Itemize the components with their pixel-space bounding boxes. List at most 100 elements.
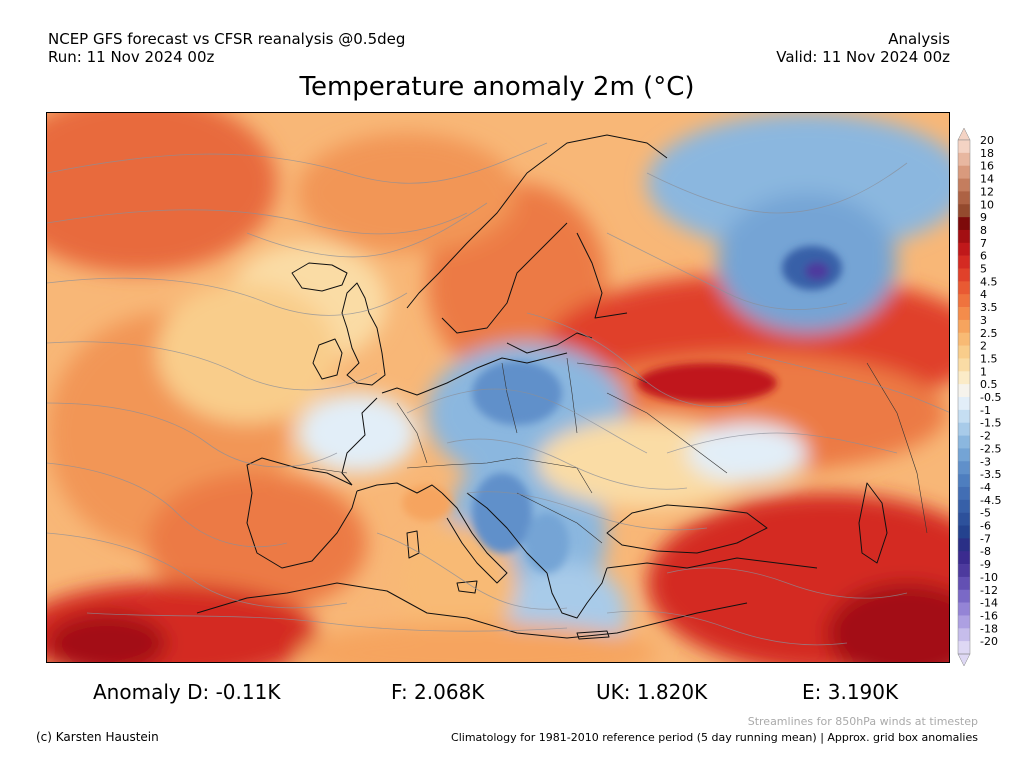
field-cold-poland [472,361,562,425]
streamline [646,162,908,214]
coast-iberia [246,457,358,569]
field-warm-east [827,583,949,662]
scale-label: 2.5 [980,327,998,340]
field-cold-arctic-min [805,262,829,280]
streamline [47,142,548,184]
border-alps [406,457,518,469]
coast-black-sea [606,504,768,554]
scale-swatch [958,615,970,629]
coast-uk [341,282,386,386]
scale-swatch [958,589,970,603]
scale-swatch [958,538,970,552]
border-by [576,362,648,384]
scale-swatch [958,371,970,385]
streamline [606,232,848,310]
scale-swatch [958,255,970,269]
streamline [466,491,708,531]
streamline-note: Streamlines for 850hPa winds at timestep [747,715,978,728]
scale-frame [957,139,971,655]
scale-label: 7 [980,237,987,250]
model-info: NCEP GFS forecast vs CFSR reanalysis @0.… [48,30,406,48]
scale-label: 0.5 [980,378,998,391]
field-cold-croatia [472,473,532,553]
coast-norway [406,134,668,309]
scale-swatch [958,281,970,295]
field-warm-africa-sw [47,613,167,662]
scale-label: -8 [980,545,991,558]
scale-swatch [958,576,970,591]
streamline [606,610,848,646]
border-hu [516,457,593,494]
coast-italy [441,492,508,584]
scale-label: -4.5 [980,494,1001,507]
coast-finland [576,232,628,319]
scale-arrow-bottom [957,653,971,667]
coast-adriatic [466,492,548,574]
streamline [47,462,288,548]
scale-label: -3.5 [980,468,1001,481]
streamline [246,202,488,258]
anomaly-uk-stat: UK: 1.820K [596,680,708,704]
scale-swatch [958,461,970,475]
scale-swatch [958,448,970,462]
scale-swatch [958,191,970,205]
scale-label: -16 [980,609,998,622]
border-pl-east [566,357,578,434]
run-time: Run: 11 Nov 2024 00z [48,48,215,66]
scale-label: -2.5 [980,442,1001,455]
streamline [86,612,568,632]
streamline [746,352,949,413]
scale-label: -2 [980,430,991,443]
scale-label: 3.5 [980,301,998,314]
scale-label: -0.5 [980,391,1001,404]
scale-label: -1 [980,404,991,417]
coast-france [341,397,378,486]
coast-iceland [291,262,348,292]
border-balkan [516,492,603,544]
credit: (c) Karsten Haustein [36,730,159,744]
border-east [866,362,928,534]
scale-swatch [958,474,970,488]
scale-label: 4.5 [980,275,998,288]
scale-label: -9 [980,558,991,571]
scale-swatch [958,319,970,334]
scale-swatch [958,409,970,423]
coast-sicily [456,580,478,594]
scale-swatch [958,268,970,282]
field-pale-blacksea [687,423,807,483]
border-ua-ru [606,392,728,474]
scale-label: 16 [980,160,994,173]
anomaly-f-stat: F: 2.068K [391,680,485,704]
color-scale: 20 18 16 14 12 10 9 8 7 6 5 4.5 4 3.5 3 2.5 2 1.5 1 0.5 -0.5… [957,127,1001,667]
streamline [446,438,688,490]
scale-label: 18 [980,147,994,160]
anomaly-d-stat: Anomaly D: -0.11K [93,680,281,704]
streamline [406,388,648,454]
scale-label: -3 [980,455,991,468]
scale-swatch [958,435,970,449]
streamline [47,341,378,391]
scale-swatch [958,242,970,256]
scale-swatch [958,358,970,372]
scale-swatch [958,384,970,398]
scale-swatch [958,307,970,321]
scale-label: -4 [980,481,991,494]
streamline [47,402,338,468]
page-title: Temperature anomaly 2m (°C) [299,72,695,102]
anomaly-e-stat: E: 3.190K [802,680,899,704]
scale-label: -1.5 [980,417,1001,430]
scale-label: 2 [980,340,987,353]
coast-africa [196,582,748,639]
border-es-fr [311,467,348,474]
scale-swatch [958,551,970,565]
scale-swatch [958,345,970,359]
scale-swatch [958,422,970,436]
coast-baltic [506,332,593,354]
scale-swatch [958,294,970,308]
scale-label: -7 [980,532,991,545]
scale-swatch [958,628,970,642]
coast-crete [576,630,610,640]
scale-label: 9 [980,211,987,224]
field-warm-libya [297,623,657,662]
scale-swatch [958,641,970,655]
